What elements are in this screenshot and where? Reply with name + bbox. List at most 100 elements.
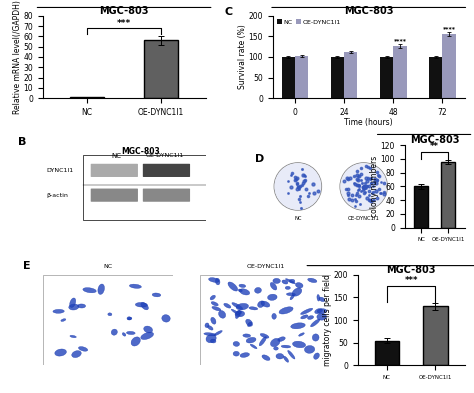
- Ellipse shape: [111, 329, 118, 335]
- Ellipse shape: [288, 351, 295, 359]
- Text: C: C: [225, 7, 233, 17]
- Text: **: **: [430, 142, 439, 151]
- Ellipse shape: [131, 337, 140, 346]
- Ellipse shape: [295, 283, 303, 288]
- Ellipse shape: [129, 284, 141, 288]
- Ellipse shape: [232, 303, 243, 309]
- Ellipse shape: [261, 301, 270, 307]
- Ellipse shape: [258, 301, 264, 307]
- Ellipse shape: [282, 280, 288, 284]
- X-axis label: Time (hours): Time (hours): [345, 118, 393, 127]
- Ellipse shape: [214, 331, 222, 336]
- Ellipse shape: [249, 307, 258, 310]
- Ellipse shape: [270, 283, 277, 290]
- Ellipse shape: [108, 313, 112, 316]
- Ellipse shape: [310, 319, 320, 327]
- Text: OE-DYNC1I1: OE-DYNC1I1: [348, 216, 380, 221]
- Ellipse shape: [238, 289, 242, 292]
- Ellipse shape: [308, 278, 317, 283]
- Ellipse shape: [210, 295, 215, 300]
- Ellipse shape: [204, 333, 216, 336]
- Ellipse shape: [233, 342, 239, 346]
- Ellipse shape: [236, 310, 240, 319]
- Ellipse shape: [281, 345, 291, 348]
- Title: MGC-803: MGC-803: [410, 135, 459, 145]
- Ellipse shape: [301, 308, 313, 314]
- Text: NC: NC: [294, 216, 301, 221]
- Ellipse shape: [259, 336, 266, 346]
- Ellipse shape: [315, 309, 322, 314]
- Ellipse shape: [255, 287, 262, 293]
- Ellipse shape: [285, 279, 295, 284]
- FancyBboxPatch shape: [143, 189, 190, 202]
- Bar: [344, 52, 357, 98]
- Ellipse shape: [228, 282, 237, 291]
- Ellipse shape: [122, 333, 126, 336]
- Ellipse shape: [317, 309, 327, 313]
- Ellipse shape: [240, 353, 249, 357]
- Ellipse shape: [206, 334, 216, 343]
- Ellipse shape: [127, 331, 135, 334]
- Ellipse shape: [299, 333, 304, 336]
- Ellipse shape: [246, 337, 256, 343]
- Ellipse shape: [212, 307, 221, 311]
- Ellipse shape: [72, 351, 81, 358]
- Ellipse shape: [271, 338, 280, 347]
- Text: ***: ***: [117, 18, 131, 28]
- Ellipse shape: [239, 284, 246, 287]
- Title: MGC-803: MGC-803: [386, 264, 436, 275]
- Ellipse shape: [301, 315, 308, 319]
- Ellipse shape: [292, 341, 306, 348]
- Ellipse shape: [141, 303, 148, 310]
- Bar: [282, 57, 295, 98]
- Ellipse shape: [243, 334, 251, 337]
- Ellipse shape: [290, 295, 294, 300]
- Ellipse shape: [78, 304, 86, 308]
- Ellipse shape: [246, 319, 253, 326]
- Ellipse shape: [319, 297, 325, 301]
- Text: B: B: [18, 137, 27, 147]
- Ellipse shape: [238, 311, 242, 314]
- Ellipse shape: [211, 317, 216, 324]
- Ellipse shape: [304, 345, 315, 353]
- Bar: [295, 56, 308, 98]
- Ellipse shape: [233, 351, 239, 356]
- FancyBboxPatch shape: [143, 164, 190, 177]
- Ellipse shape: [317, 313, 327, 320]
- Ellipse shape: [136, 303, 147, 307]
- Bar: [423, 307, 447, 365]
- Bar: [414, 186, 428, 228]
- Text: E: E: [23, 261, 31, 271]
- Ellipse shape: [279, 307, 293, 314]
- Ellipse shape: [61, 319, 66, 321]
- Ellipse shape: [239, 289, 250, 295]
- Ellipse shape: [211, 302, 218, 306]
- Ellipse shape: [292, 288, 302, 296]
- Text: D: D: [255, 154, 264, 164]
- Bar: [331, 57, 344, 98]
- Y-axis label: Relative mRNA level(/GAPDH): Relative mRNA level(/GAPDH): [13, 0, 22, 114]
- Ellipse shape: [273, 278, 280, 283]
- Ellipse shape: [127, 317, 131, 320]
- Ellipse shape: [55, 349, 66, 356]
- Bar: [145, 40, 178, 98]
- Text: ***: ***: [404, 276, 418, 285]
- Ellipse shape: [205, 323, 209, 328]
- Ellipse shape: [141, 332, 154, 340]
- Bar: [429, 57, 443, 98]
- Ellipse shape: [272, 313, 276, 319]
- Text: OE-DYNC1I1: OE-DYNC1I1: [146, 152, 184, 158]
- Ellipse shape: [70, 298, 76, 307]
- Ellipse shape: [260, 334, 269, 338]
- Ellipse shape: [285, 286, 290, 289]
- Text: DYNC1I1: DYNC1I1: [46, 168, 73, 173]
- Bar: [375, 340, 399, 365]
- Title: MGC-803: MGC-803: [100, 6, 149, 16]
- Ellipse shape: [283, 356, 289, 362]
- Bar: [393, 46, 407, 98]
- Ellipse shape: [128, 317, 132, 320]
- Legend: NC, OE-DYNC1I1: NC, OE-DYNC1I1: [276, 19, 342, 26]
- Y-axis label: migratory cells per field: migratory cells per field: [323, 274, 332, 366]
- Text: ****: ****: [393, 38, 407, 43]
- Ellipse shape: [69, 304, 79, 310]
